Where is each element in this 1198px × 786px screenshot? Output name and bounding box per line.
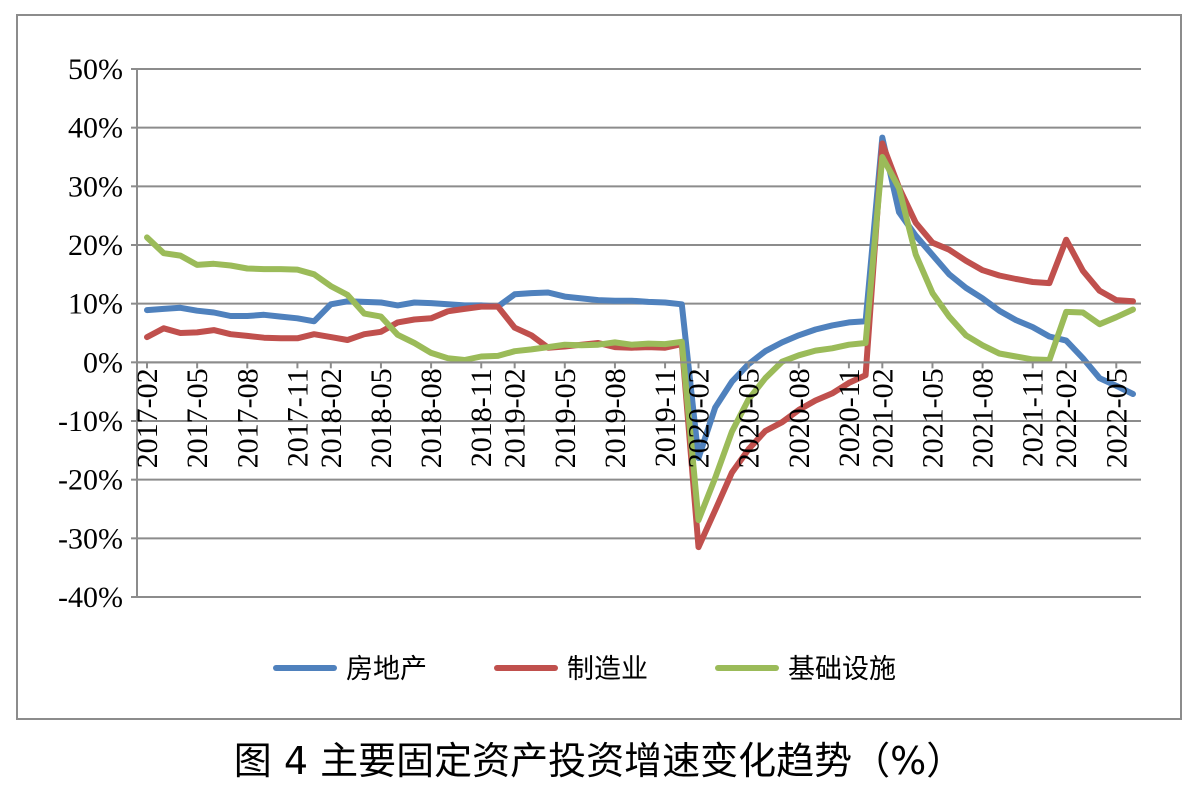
legend-label-2: 制造业 — [567, 654, 648, 685]
x-tick-label: 2019-05 — [549, 368, 582, 468]
series-line-3 — [144, 154, 1136, 524]
x-tick-label: 2022-05 — [1100, 368, 1133, 468]
x-tick-label: 2020-02 — [682, 368, 715, 468]
y-tick-label: -30% — [58, 522, 123, 555]
figure-caption: 图 4 主要固定资产投资增速变化趋势（%） — [233, 739, 965, 783]
x-tick-label: 2021-02 — [866, 368, 899, 468]
y-axis: 50% 40% 30% 20% 10% 0% -10% -20% -30% -40% — [58, 53, 138, 614]
series-line-2 — [144, 140, 1136, 551]
x-tick-label: 2021-11 — [1017, 368, 1050, 467]
y-tick-label: -20% — [58, 464, 123, 497]
series-lines — [144, 134, 1136, 551]
y-tick-label: 30% — [68, 170, 123, 203]
x-tick-label: 2021-08 — [967, 368, 1000, 468]
y-tick-label: -10% — [58, 405, 123, 438]
x-tick-label: 2018-05 — [365, 368, 398, 468]
y-tick-label: -40% — [58, 581, 123, 614]
y-tick-label: 40% — [68, 112, 123, 145]
x-tick-label: 2018-02 — [315, 368, 348, 468]
x-tick-label: 2019-11 — [649, 368, 682, 467]
legend-label-3: 基础设施 — [788, 654, 896, 685]
y-tick-label: 20% — [68, 229, 123, 262]
x-tick-label: 2020-05 — [733, 368, 766, 468]
gridlines — [137, 68, 1141, 598]
x-tick-label: 2022-02 — [1050, 368, 1083, 468]
x-tick-label: 2017-08 — [231, 368, 264, 468]
x-tick-label: 2017-02 — [131, 368, 164, 468]
x-tick-label: 2018-08 — [415, 368, 448, 468]
chart-frame — [16, 14, 1182, 720]
series-line-1 — [144, 134, 1136, 461]
x-tick-label: 2019-08 — [599, 368, 632, 468]
y-tick-label: 10% — [68, 288, 123, 321]
y-tick-label: 0% — [83, 346, 123, 379]
legend-label-1: 房地产 — [346, 654, 427, 685]
x-tick-label: 2021-05 — [916, 368, 949, 468]
x-axis: 2017-02 2017-05 2017-08 2017-11 2018-02 2018-… — [131, 361, 1141, 468]
x-tick-label: 2017-05 — [181, 368, 214, 468]
x-tick-label: 2018-11 — [465, 368, 498, 467]
x-tick-label: 2020-11 — [833, 368, 866, 467]
legend: 房地产 制造业 基础设施 — [273, 654, 896, 685]
x-tick-label: 2019-02 — [499, 368, 532, 468]
x-tick-label: 2020-08 — [783, 368, 816, 468]
x-tick-label: 2017-11 — [281, 368, 314, 467]
y-tick-label: 50% — [68, 53, 123, 86]
